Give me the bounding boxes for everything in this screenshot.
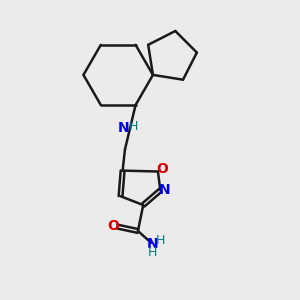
Text: H: H [156, 235, 165, 248]
Text: N: N [117, 121, 129, 135]
Text: N: N [146, 237, 158, 251]
Text: H: H [128, 120, 138, 133]
Text: O: O [156, 162, 168, 176]
Text: N: N [159, 183, 171, 197]
Text: H: H [148, 246, 157, 259]
Text: O: O [107, 219, 119, 233]
